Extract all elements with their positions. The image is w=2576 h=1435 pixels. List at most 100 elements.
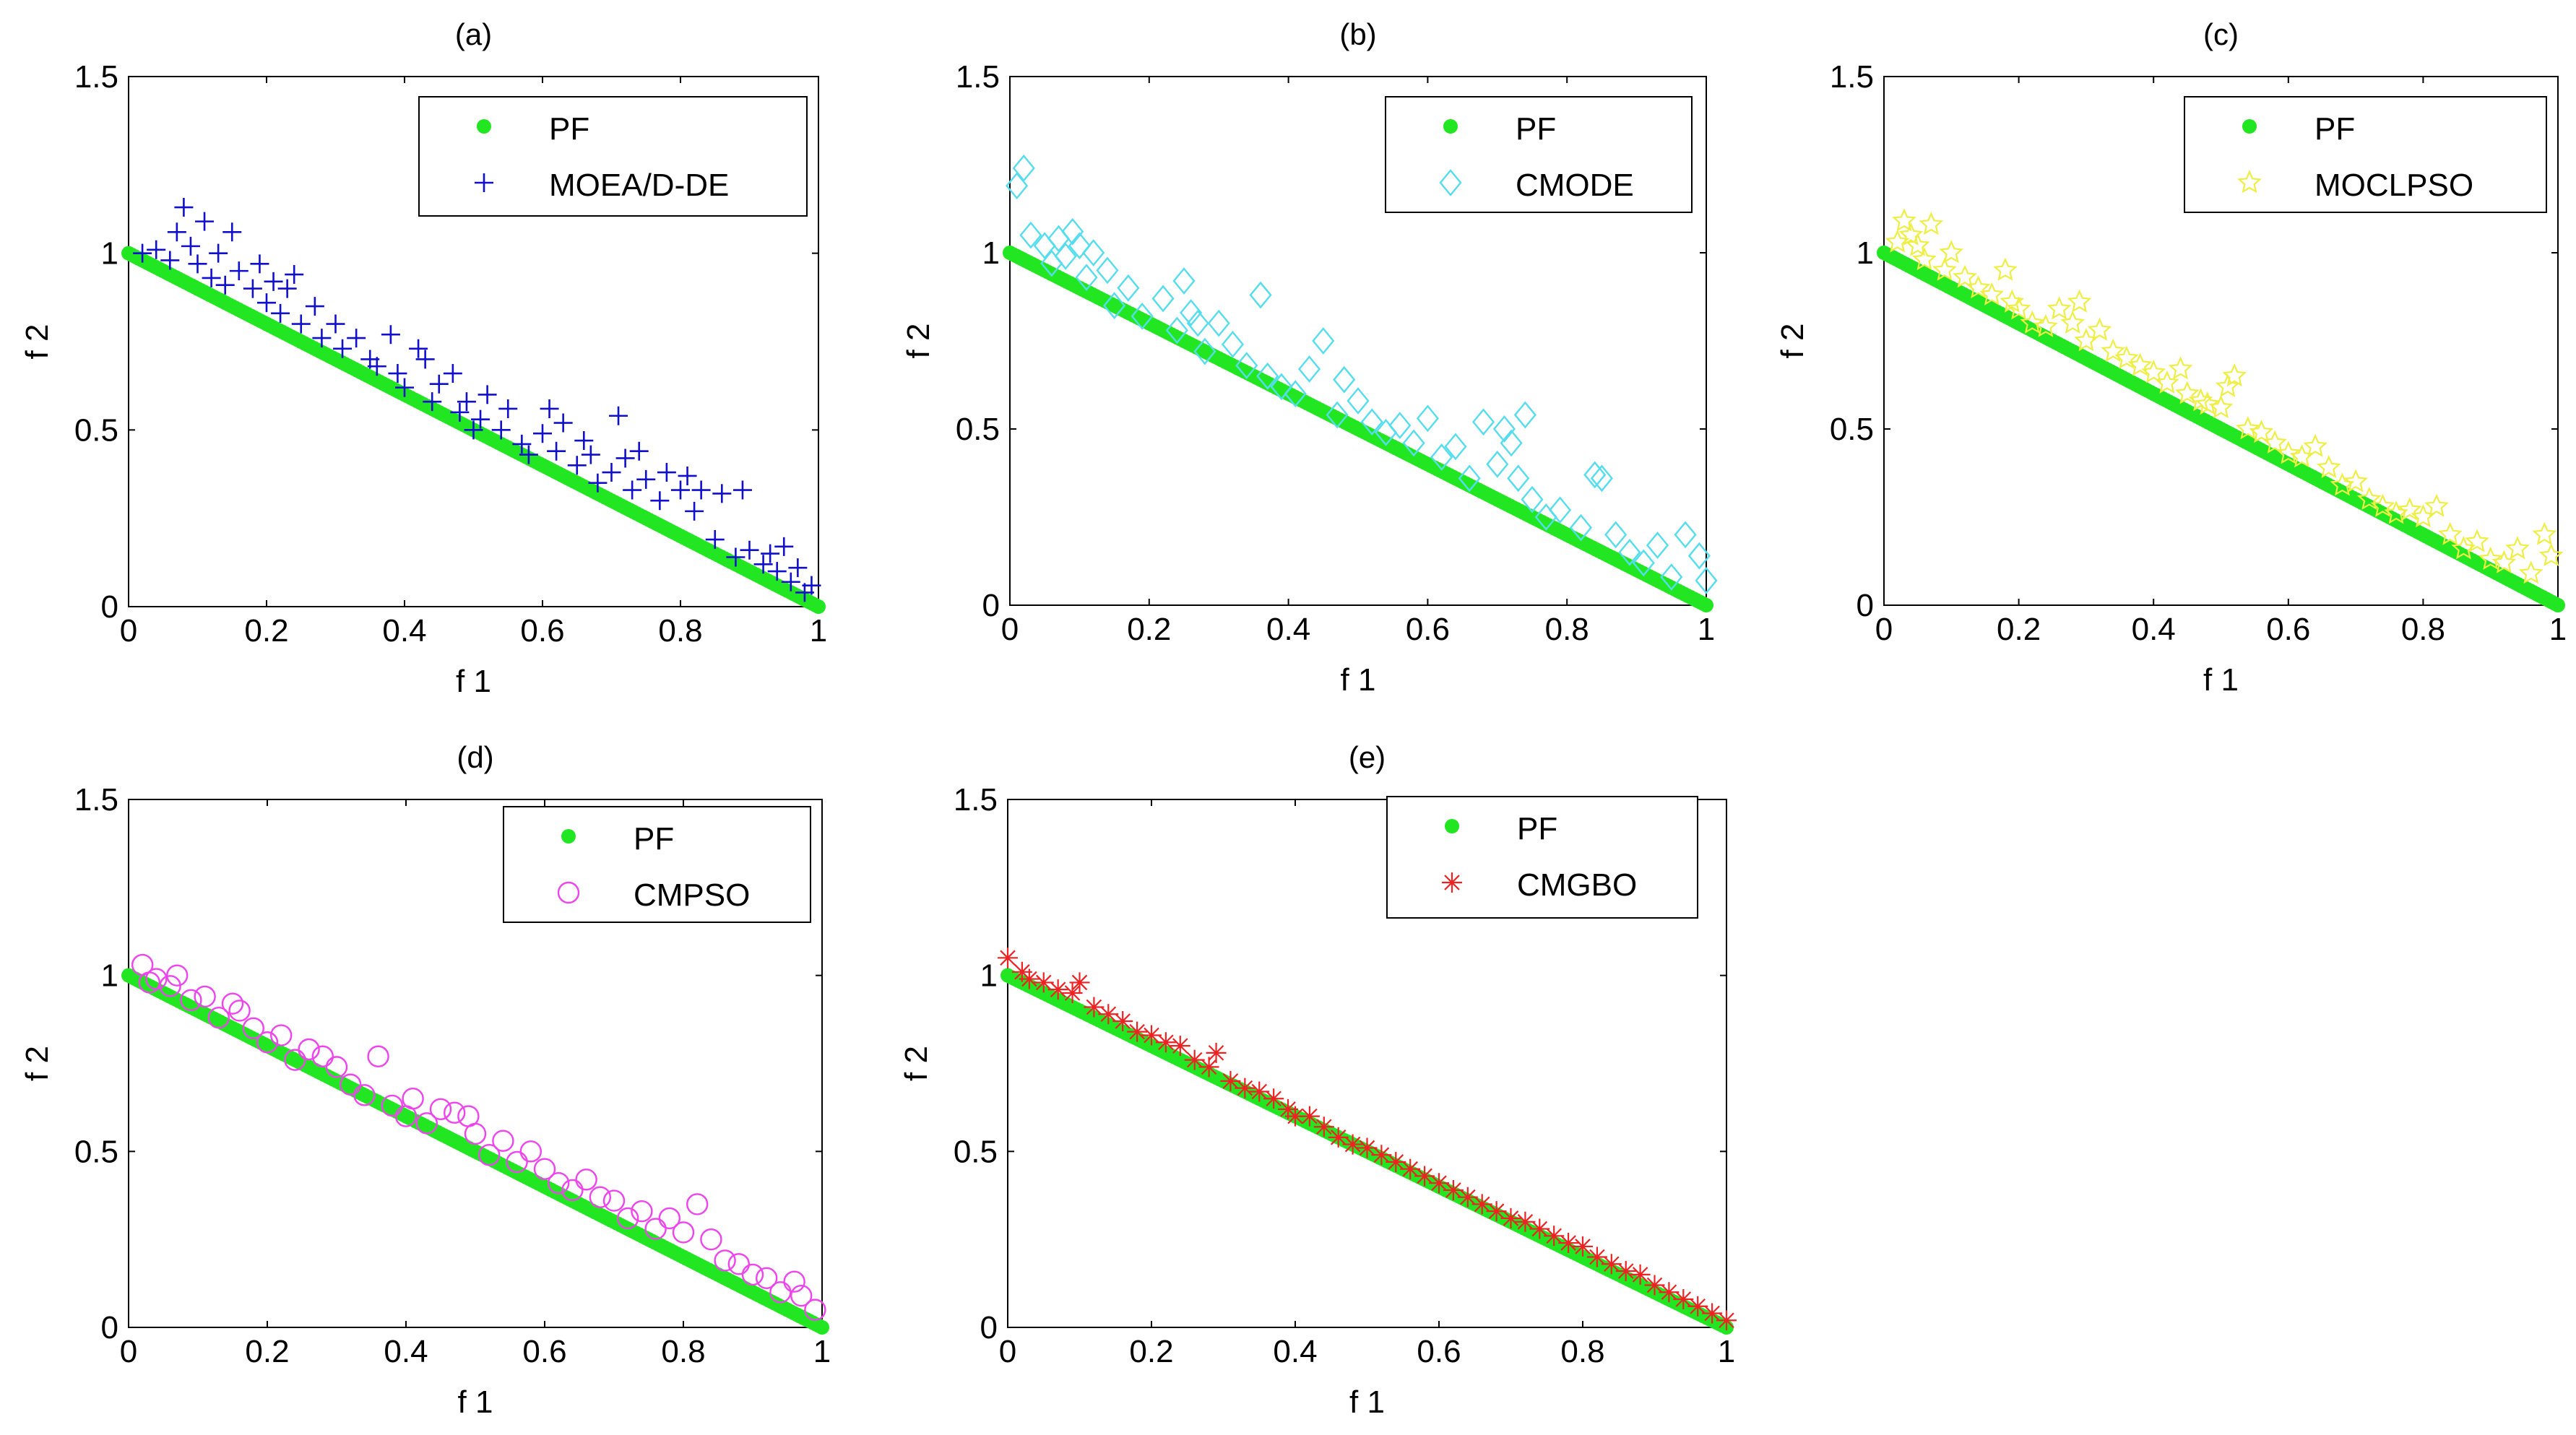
data-point [492,1130,514,1152]
data-point [477,385,497,404]
data-point [1558,1233,1579,1254]
data-point [2236,416,2260,440]
data-point [2249,420,2274,443]
data-point [1544,1226,1565,1247]
data-point [1285,1106,1305,1127]
data-point [305,297,324,316]
legend-marker [557,881,580,904]
data-point [2216,373,2240,397]
data-point [1912,247,1937,271]
data-point [1184,1049,1205,1070]
data-point [602,463,621,482]
y-axis-label: f 2 [20,324,55,360]
series-pf [1877,246,2565,612]
data-point [1573,1236,1593,1257]
data-point [2275,441,2301,464]
legend-label: CMODE [1516,168,1634,203]
plot-area [128,76,819,607]
data-point [1687,542,1711,570]
data-point [705,530,725,550]
data-point [284,1049,306,1071]
data-point [1966,275,1991,299]
plot-area [1883,76,2559,606]
x-axis-label: f 1 [458,1384,493,1420]
data-point [1979,282,2005,305]
x-tick-label: 0.2 [1997,612,2041,647]
data-point [519,445,538,464]
data-point [1207,309,1230,337]
data-point [636,469,656,489]
data-point [774,537,794,556]
data-point [444,1101,466,1124]
data-point [491,420,511,440]
series-algorithm [1885,208,2564,584]
plot-area [1007,799,1727,1328]
panel-e: 0 0.2 0.4 0.6 0.8 1 0 0.5 1 1.5 f 1 f 2 (e) PF CMGBO [899,740,1737,1420]
data-point [802,576,821,595]
data-point [1507,464,1530,493]
data-point [1430,443,1453,471]
data-point [533,1158,556,1180]
data-point [2101,338,2126,363]
data-point [714,1249,736,1272]
y-tick-label: 0 [982,588,1000,623]
data-point [2465,529,2489,552]
legend-label: PF [2314,111,2355,147]
data-point [312,329,332,348]
y-tick-label: 0.5 [956,412,1000,447]
data-point [1193,337,1216,365]
data-point [1457,1187,1478,1208]
data-point [2222,363,2247,387]
data-point [1515,1211,1536,1232]
x-tick-label: 0.2 [245,1334,289,1369]
data-point [1444,433,1467,461]
x-tick-label: 0.6 [1417,1334,1461,1369]
legend: PF MOCLPSO [2184,96,2547,213]
data-point [1458,464,1481,493]
data-point [498,399,518,418]
data-point [195,212,215,231]
legend: PF CMODE [1385,96,1693,213]
data-point [1082,239,1105,266]
data-point [1386,1151,1406,1172]
data-point [1062,983,1083,1004]
data-point [423,392,442,412]
legend-marker [475,173,493,192]
y-tick-label: 0 [101,589,118,625]
data-point [1492,415,1516,443]
data-point [1646,532,1669,559]
y-tick-label: 0.5 [74,412,118,448]
data-point [2356,486,2382,510]
data-point [2195,391,2220,415]
data-point [1270,373,1293,401]
data-point [574,431,594,451]
data-point [700,1228,722,1251]
data-point [1521,485,1544,513]
data-point [2491,550,2517,573]
data-point [617,1207,639,1230]
data-point [2046,296,2072,320]
data-point [457,392,476,412]
data-point [540,399,559,418]
data-point [2518,560,2543,584]
data-point [1284,380,1307,408]
data-point [1033,972,1054,993]
data-point [2437,521,2463,545]
x-tick-label: 0.8 [2401,612,2445,647]
legend-box [1386,796,1698,919]
data-point [464,420,483,440]
data-point [761,544,780,563]
data-point [1486,1201,1507,1222]
data-point [755,1267,778,1289]
x-tick-label: 0.4 [1266,612,1310,647]
legend: PF MOEA/D-DE [418,96,808,217]
panel-title: (d) [457,740,493,774]
data-point [553,413,573,433]
data-point [2168,356,2193,380]
x-axis-label: f 1 [456,664,491,699]
data-point [1549,496,1572,524]
data-point [2397,497,2422,521]
data-point [1402,429,1425,457]
series-algorithm [1006,154,1718,594]
